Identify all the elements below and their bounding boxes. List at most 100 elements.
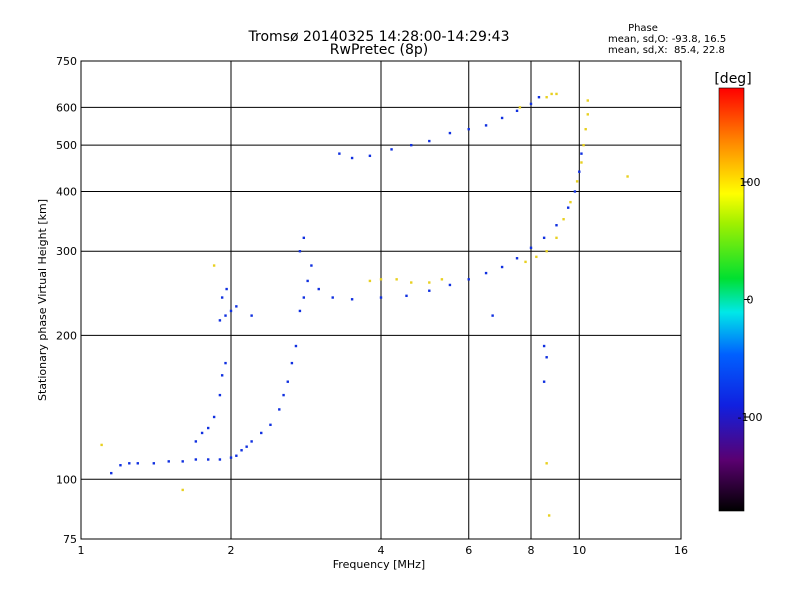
- x-mode-point: [395, 278, 398, 281]
- o-mode-point: [515, 257, 519, 260]
- o-mode-point: [229, 309, 233, 313]
- o-mode-point: [379, 296, 383, 299]
- o-mode-point: [405, 294, 408, 298]
- y-tick-label: 75: [63, 533, 77, 546]
- o-mode-point: [310, 264, 313, 267]
- o-mode-point: [218, 458, 222, 461]
- o-mode-point: [294, 344, 298, 348]
- o-mode-point: [278, 408, 281, 411]
- o-mode-point: [220, 296, 224, 299]
- x-mode-point: [410, 281, 413, 284]
- o-mode-point: [410, 143, 413, 147]
- o-mode-point: [448, 131, 452, 135]
- colorbar-ticks: 100 0 -100: [738, 176, 763, 424]
- o-mode-point: [350, 156, 354, 160]
- colorbar: [718, 87, 745, 512]
- x-mode-point: [555, 92, 558, 96]
- o-mode-point: [467, 278, 470, 281]
- x-mode-point: [586, 99, 589, 102]
- x-tick-label: 2: [228, 544, 235, 557]
- o-mode-point: [194, 440, 198, 443]
- o-mode-point: [302, 296, 306, 299]
- x-mode-point: [547, 514, 551, 517]
- x-mode-point: [181, 488, 184, 492]
- o-mode-point: [225, 287, 228, 291]
- x-tick-labels: 1 2 4 6 8 10 16: [78, 544, 689, 557]
- o-mode-point: [167, 460, 170, 463]
- x-mode-point: [584, 127, 587, 131]
- o-mode-point: [229, 456, 233, 459]
- o-mode-point: [128, 462, 131, 465]
- y-tick-label: 600: [56, 101, 77, 114]
- x-mode-point: [626, 175, 629, 178]
- o-mode-point: [282, 393, 285, 397]
- o-mode-point: [500, 265, 504, 269]
- y-tick-label: 750: [56, 55, 77, 68]
- o-mode-point: [298, 250, 302, 253]
- o-mode-point: [218, 393, 222, 397]
- x-mode-point: [518, 106, 522, 109]
- o-mode-point: [200, 431, 204, 435]
- o-mode-point: [269, 423, 272, 427]
- x-mode-point: [580, 161, 583, 164]
- o-mode-point: [578, 170, 581, 173]
- o-mode-point: [580, 152, 583, 155]
- y-axis-label: Stationary phase Virtual Height [km]: [36, 199, 49, 401]
- phase-x-stats: mean, sd,X: 85.4, 22.8: [608, 45, 725, 56]
- o-mode-point: [555, 224, 558, 227]
- o-mode-point: [537, 95, 541, 99]
- o-mode-point: [286, 380, 289, 383]
- x-mode-point: [562, 218, 565, 221]
- o-mode-point: [484, 124, 488, 127]
- o-mode-point: [136, 462, 139, 465]
- o-mode-point: [206, 458, 210, 461]
- x-tick-label: 4: [378, 544, 385, 557]
- o-mode-point: [515, 109, 519, 113]
- colorbar-tick-label: -100: [738, 411, 763, 424]
- o-mode-point: [224, 314, 227, 317]
- o-mode-point: [484, 271, 488, 275]
- x-mode-point: [428, 281, 431, 284]
- phase-o-stats: mean, sd,O: -93.8, 16.5: [608, 34, 726, 45]
- x-mode-point: [545, 462, 548, 465]
- o-mode-point: [491, 314, 494, 317]
- x-mode-point: [100, 443, 103, 447]
- o-mode-point: [250, 314, 253, 317]
- chart-title: Tromsø 20140325 14:28:00-14:29:43: [248, 29, 510, 45]
- plot-frame: [80, 60, 682, 540]
- o-mode-point: [566, 206, 570, 209]
- o-mode-point: [194, 458, 198, 461]
- o-mode-point: [350, 298, 354, 301]
- o-mode-point: [306, 279, 309, 283]
- o-mode-point: [428, 289, 431, 292]
- o-mode-point: [467, 127, 470, 131]
- data-points: [100, 92, 629, 517]
- y-tick-label: 300: [56, 245, 77, 258]
- o-mode-point: [298, 309, 302, 313]
- x-tick-label: 16: [674, 544, 688, 557]
- o-mode-point: [500, 116, 504, 120]
- y-tick-label: 200: [56, 329, 77, 342]
- grid-lines: [81, 61, 681, 539]
- o-mode-point: [110, 471, 113, 475]
- y-tick-label: 500: [56, 139, 77, 152]
- o-mode-point: [220, 374, 224, 377]
- x-mode-point: [550, 92, 553, 96]
- o-mode-point: [302, 236, 306, 240]
- o-mode-point: [235, 305, 238, 308]
- colorbar-label: [deg]: [714, 71, 751, 87]
- o-mode-point: [224, 361, 227, 365]
- o-mode-point: [542, 236, 546, 240]
- o-mode-point: [181, 460, 184, 463]
- o-mode-point: [212, 415, 216, 419]
- y-tick-labels: 75 100 200 300 400 500 600 750: [56, 55, 77, 546]
- x-mode-point: [545, 250, 548, 253]
- x-tick-label: 1: [78, 544, 85, 557]
- o-mode-point: [218, 319, 222, 322]
- x-tick-label: 8: [528, 544, 535, 557]
- colorbar-tick-label: 100: [740, 176, 761, 189]
- o-mode-point: [250, 440, 253, 443]
- o-mode-point: [245, 445, 248, 448]
- x-mode-point: [379, 278, 383, 281]
